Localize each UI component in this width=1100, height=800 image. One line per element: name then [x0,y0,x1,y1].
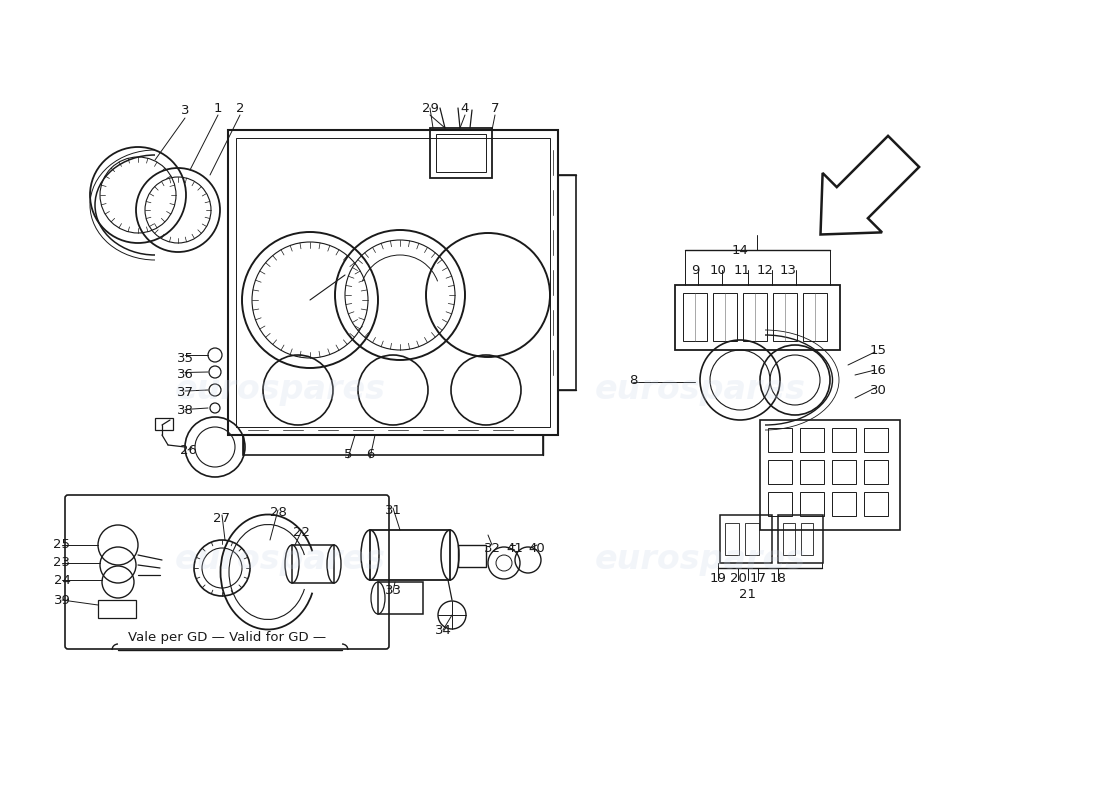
Bar [760,420,900,530]
Bar [778,515,823,563]
Bar [742,293,767,341]
Text: 11: 11 [734,263,750,277]
Text: 5: 5 [343,449,352,462]
Bar [98,600,136,618]
Text: eurospares: eurospares [594,374,805,406]
Text: 13: 13 [780,263,796,277]
Bar [800,460,824,484]
Bar [436,134,486,172]
Text: 15: 15 [869,343,887,357]
Bar [292,545,334,583]
Bar [768,428,792,452]
Text: 7: 7 [491,102,499,114]
Bar [864,492,888,516]
Text: 9: 9 [691,263,700,277]
Bar [800,492,824,516]
Text: Vale per GD — Valid for GD —: Vale per GD — Valid for GD — [128,631,326,645]
Bar [768,492,792,516]
Text: 21: 21 [739,589,757,602]
Bar [720,515,772,563]
Text: eurospares: eurospares [175,543,385,577]
Bar [832,428,856,452]
Text: 12: 12 [757,263,773,277]
Text: 30: 30 [870,383,887,397]
Text: 32: 32 [484,542,500,554]
Bar [370,530,450,580]
Text: 18: 18 [770,571,786,585]
Text: 37: 37 [176,386,194,399]
Text: 29: 29 [421,102,439,114]
Text: 3: 3 [180,103,189,117]
Text: 23: 23 [54,557,70,570]
Bar [864,460,888,484]
Text: 31: 31 [385,503,402,517]
Bar [768,460,792,484]
Bar [801,523,813,555]
Bar [725,523,739,555]
Text: 38: 38 [177,403,194,417]
Text: 33: 33 [385,583,402,597]
Bar [243,435,543,455]
Text: 2: 2 [235,102,244,114]
Text: 28: 28 [270,506,286,518]
Bar [430,128,492,178]
Text: 8: 8 [629,374,637,386]
FancyBboxPatch shape [65,495,389,649]
Bar [800,428,824,452]
Text: 17: 17 [749,571,767,585]
Text: 41: 41 [507,542,524,554]
Bar [378,582,424,614]
Text: 34: 34 [434,623,451,637]
Text: 10: 10 [710,263,726,277]
Text: 39: 39 [54,594,70,606]
Bar [228,130,558,435]
Bar [558,175,576,390]
Bar [832,492,856,516]
Text: 16: 16 [870,363,887,377]
Bar [745,523,759,555]
Bar [783,523,795,555]
Bar [675,285,840,350]
Bar [155,418,173,430]
Text: 6: 6 [366,449,374,462]
Text: 4: 4 [461,102,470,114]
Text: 36: 36 [177,369,194,382]
Text: 19: 19 [710,571,726,585]
Text: 35: 35 [176,351,194,365]
Bar [803,293,827,341]
Text: 24: 24 [54,574,70,586]
Text: 25: 25 [54,538,70,551]
Text: eurospares: eurospares [594,543,805,577]
Text: 40: 40 [529,542,546,554]
Text: eurospares: eurospares [175,374,385,406]
Text: 22: 22 [294,526,310,539]
Bar [236,138,550,427]
Text: 1: 1 [213,102,222,114]
Bar [832,460,856,484]
Bar [713,293,737,341]
Text: 27: 27 [213,511,231,525]
Bar [773,293,798,341]
Text: 26: 26 [179,443,197,457]
Bar [683,293,707,341]
Bar [864,428,888,452]
Text: 20: 20 [729,571,747,585]
Text: 14: 14 [732,243,748,257]
Bar [458,545,486,567]
